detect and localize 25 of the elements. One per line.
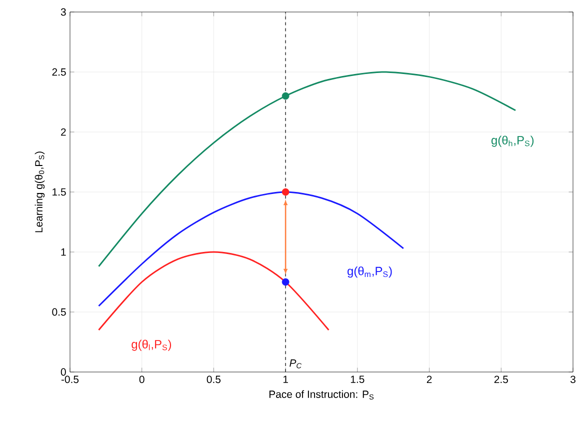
- series-label: g(θ$_{m}$,P$_{S}$): [348, 266, 392, 278]
- x-tick-label: -0.5: [61, 376, 79, 384]
- y-tick-label: 0: [60, 368, 66, 376]
- y-tick-label: 3: [60, 8, 66, 16]
- y-tick-label: 1: [61, 248, 66, 256]
- y-tick-label: 2.5: [52, 68, 66, 76]
- y-tick-label: 1.5: [52, 188, 66, 196]
- line-series: [98, 251, 330, 331]
- y-axis-title: Learning g(θ$_{0}$,P$_{S}$): [34, 152, 45, 232]
- point: [282, 188, 290, 196]
- x-tick-label: 0.5: [206, 376, 221, 384]
- point: [282, 92, 290, 100]
- x-axis-title: Pace of Instruction: P$_{S}$: [269, 390, 374, 400]
- x-tick-label: 1: [283, 376, 288, 383]
- point: [282, 278, 290, 286]
- x-tick-label: 0: [139, 376, 144, 384]
- ref-line-label: P$_{C}$: [290, 359, 302, 368]
- x-tick-label: 2: [426, 376, 432, 383]
- text: g(θ$_{h}$,P$_{S}$): [491, 136, 534, 147]
- x-tick-label: 1.5: [350, 376, 364, 383]
- text: g(θ$_{l}$,P$_{S}$): [132, 340, 172, 351]
- x-tick-label: 2.5: [494, 376, 508, 384]
- y-tick-label: 2: [61, 128, 66, 136]
- y-tick-label: 0.5: [52, 308, 66, 316]
- x-tick-label: 3: [570, 376, 576, 384]
